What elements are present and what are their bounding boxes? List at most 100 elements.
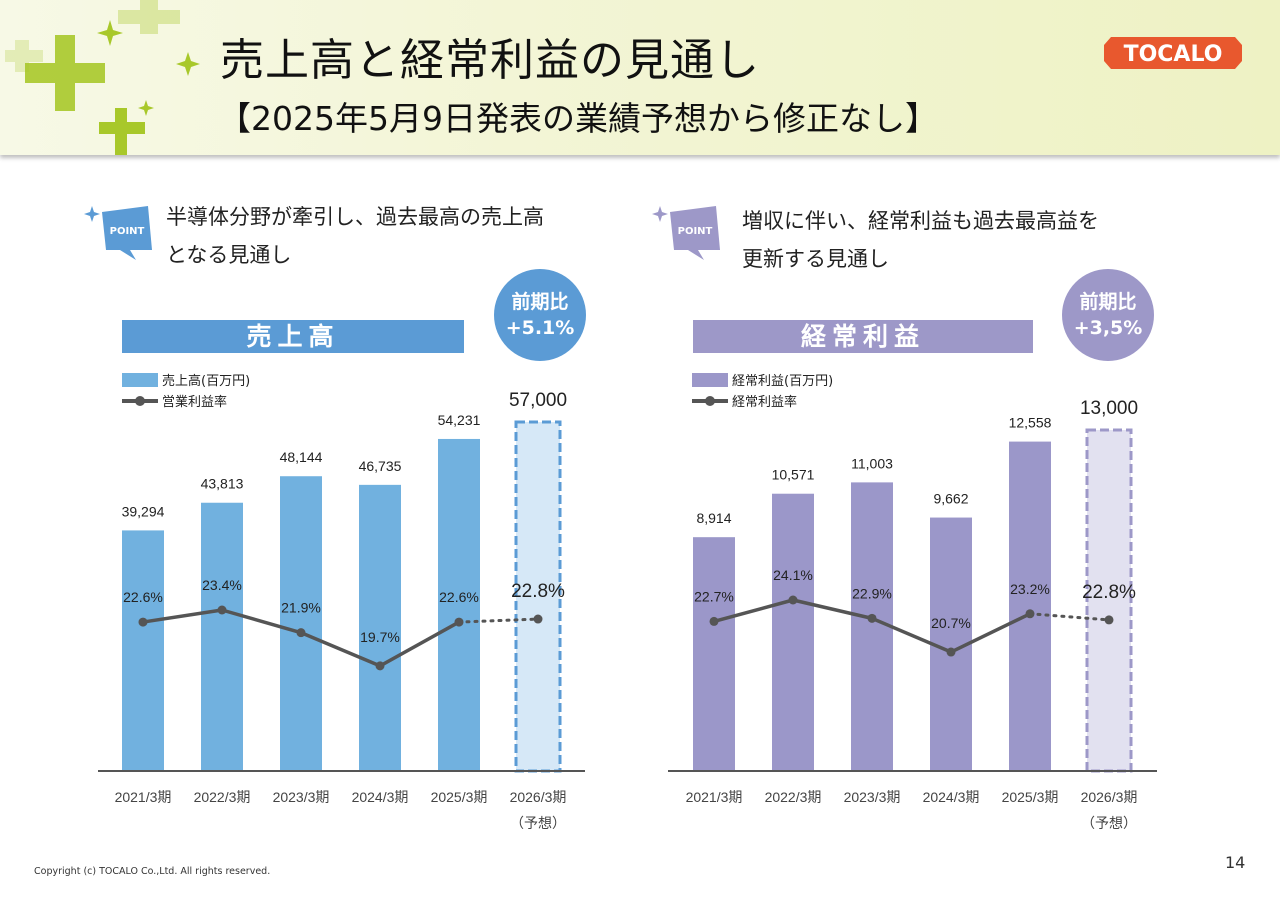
legend-item-bar: 経常利益(百万円) (692, 369, 833, 390)
bar (772, 493, 814, 771)
legend-label: 経常利益(百万円) (732, 374, 834, 389)
margin-point (709, 616, 719, 626)
bar-value-label: 11,003 (851, 455, 893, 471)
legend-swatch (122, 372, 158, 387)
legend-label: 経常利益率 (732, 395, 798, 410)
forecast-bar (514, 420, 562, 773)
legend-line-marker-icon (122, 394, 158, 408)
margin-point (454, 617, 464, 627)
legend-item-line: 営業利益率 (122, 390, 250, 411)
forecast-margin-label: 22.8% (511, 581, 565, 602)
x-tick-label: 2026/3期 (1081, 789, 1138, 805)
point-text-right: 増収に伴い、経常利益も過去最高益を 更新する見通し (742, 202, 1099, 278)
bar (851, 482, 893, 771)
x-tick-label: 2023/3期 (844, 789, 901, 805)
svg-text:POINT: POINT (110, 226, 145, 237)
chart-title-banner-ordinary-profit: 経常利益 (693, 320, 1033, 353)
forecast-bar-value-label: 13,000 (1080, 398, 1138, 419)
point-line: となる見通し (166, 243, 292, 267)
slide-header: 売上高と経常利益の見通し 【2025年5月9日発表の業績予想から修正なし】 TO… (0, 0, 1280, 155)
x-tick-label: 2025/3期 (1002, 789, 1059, 805)
margin-point (788, 595, 798, 605)
bar (438, 438, 480, 771)
margin-value-label: 22.6% (439, 589, 479, 605)
point-line: 増収に伴い、経常利益も過去最高益を (742, 209, 1099, 233)
yoy-label: 前期比 (511, 291, 569, 313)
bar (693, 537, 735, 771)
x-tick-label: 2021/3期 (115, 789, 172, 805)
forecast-margin-label: 22.8% (1082, 582, 1136, 603)
bar-value-label: 8,914 (696, 510, 731, 526)
bar-value-label: 46,735 (359, 458, 402, 474)
legend-line-marker-icon (692, 394, 728, 408)
bar (280, 476, 322, 771)
forecast-bar-value-label: 57,000 (509, 390, 567, 411)
margin-point (946, 647, 956, 657)
point-badge-right: POINT (652, 206, 720, 260)
chart-title-banner-sales: 売上高 (122, 320, 464, 353)
margin-value-label: 22.6% (123, 589, 163, 605)
page-number: 14 (1225, 853, 1246, 872)
bar-value-label: 10,571 (772, 467, 815, 483)
margin-point (533, 614, 543, 624)
bar-value-label: 9,662 (933, 491, 968, 507)
bar (359, 484, 401, 771)
margin-point (138, 617, 148, 627)
legend-item-bar: 売上高(百万円) (122, 369, 250, 390)
x-tick-label: 2026/3期 (510, 789, 567, 805)
x-tick-label: 2025/3期 (431, 789, 488, 805)
yoy-badge-sales: 前期比 +5.1% (494, 269, 586, 361)
tocalo-logo: TOCALO (1104, 37, 1242, 69)
bar-value-label: 48,144 (280, 449, 323, 465)
bar-value-label: 39,294 (122, 503, 165, 519)
margin-point (296, 628, 306, 638)
margin-line-forecast (457, 617, 540, 624)
point-line: 半導体分野が牽引し、過去最高の売上高 (166, 205, 544, 229)
legend-swatch (692, 372, 728, 387)
margin-value-label: 22.7% (694, 588, 734, 604)
yoy-value: +5.1% (505, 317, 575, 339)
margin-value-label: 19.7% (360, 629, 400, 645)
point-badge-left: POINT (84, 206, 152, 260)
bar-value-label: 54,231 (438, 412, 481, 428)
legend-label: 営業利益率 (162, 395, 228, 410)
x-tick-sublabel: （予想） (1081, 815, 1137, 831)
svg-text:POINT: POINT (678, 226, 713, 237)
bar-value-label: 12,558 (1009, 415, 1052, 431)
page-subtitle: 【2025年5月9日発表の業績予想から修正なし】 (218, 99, 938, 138)
bar (1009, 441, 1051, 771)
legend-sales: 売上高(百万円) 営業利益率 (122, 369, 250, 411)
legend-ordinary-profit: 経常利益(百万円) 経常利益率 (692, 369, 833, 411)
bar (122, 530, 164, 771)
x-tick-label: 2024/3期 (352, 789, 409, 805)
margin-point (1025, 609, 1035, 619)
margin-point (867, 613, 877, 623)
yoy-badge-ordinary-profit: 前期比 +3,5% (1062, 269, 1154, 361)
legend-item-line: 経常利益率 (692, 390, 833, 411)
margin-value-label: 20.7% (931, 615, 971, 631)
x-tick-label: 2021/3期 (686, 789, 743, 805)
yoy-label: 前期比 (1079, 291, 1137, 313)
x-tick-label: 2022/3期 (194, 789, 251, 805)
bar (201, 502, 243, 771)
x-tick-sublabel: （予想） (510, 815, 566, 831)
margin-point (217, 605, 227, 615)
point-line: 更新する見通し (742, 247, 889, 271)
margin-value-label: 22.9% (852, 585, 892, 601)
bar-value-label: 43,813 (201, 476, 244, 492)
x-tick-label: 2023/3期 (273, 789, 330, 805)
svg-text:TOCALO: TOCALO (1124, 42, 1223, 67)
margin-line-forecast (1028, 612, 1111, 622)
legend-label: 売上高(百万円) (162, 374, 251, 389)
x-tick-label: 2024/3期 (923, 789, 980, 805)
margin-value-label: 24.1% (773, 567, 813, 583)
yoy-value: +3,5% (1073, 317, 1143, 339)
copyright-notice: Copyright (c) TOCALO Co.,Ltd. All rights… (34, 866, 271, 877)
sparkle-decoration-icon (5, 0, 200, 155)
margin-value-label: 23.4% (202, 577, 242, 593)
margin-value-label: 23.2% (1010, 581, 1050, 597)
margin-value-label: 21.9% (281, 600, 321, 616)
x-tick-label: 2022/3期 (765, 789, 822, 805)
page-title: 売上高と経常利益の見通し (220, 35, 760, 86)
